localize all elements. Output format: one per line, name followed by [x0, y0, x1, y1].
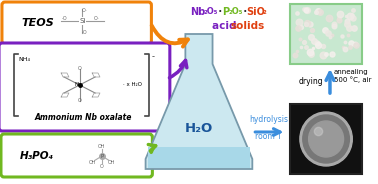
Text: OH: OH	[98, 144, 106, 148]
Text: TEOS: TEOS	[21, 18, 54, 28]
Circle shape	[300, 112, 352, 166]
Text: annealing
500 °C, air: annealing 500 °C, air	[334, 69, 371, 83]
Text: OH: OH	[88, 160, 96, 164]
Text: ₂O₅: ₂O₅	[228, 8, 242, 17]
FancyBboxPatch shape	[290, 4, 362, 64]
Text: OH: OH	[108, 160, 115, 164]
Circle shape	[303, 115, 349, 163]
Text: SiO: SiO	[246, 7, 265, 17]
Text: P: P	[100, 153, 104, 158]
Text: solids: solids	[230, 21, 264, 31]
Text: drying: drying	[299, 77, 323, 86]
Text: ₂O₅: ₂O₅	[204, 8, 218, 17]
Text: O: O	[100, 164, 104, 169]
Text: ·: ·	[215, 7, 226, 17]
FancyBboxPatch shape	[0, 43, 170, 131]
Polygon shape	[147, 147, 250, 168]
Text: P: P	[222, 7, 229, 17]
Text: ·: ·	[240, 7, 250, 17]
Text: -O: -O	[82, 31, 87, 36]
FancyBboxPatch shape	[1, 134, 152, 177]
Polygon shape	[146, 34, 253, 169]
Text: O: O	[78, 66, 81, 72]
Text: ₂: ₂	[262, 8, 266, 17]
Text: -: -	[152, 52, 154, 61]
Circle shape	[308, 121, 344, 157]
Text: Ammonium Nb oxalate: Ammonium Nb oxalate	[35, 113, 132, 122]
Text: NH₄: NH₄	[19, 57, 31, 62]
Text: Nb: Nb	[190, 7, 206, 17]
Text: acid: acid	[212, 21, 240, 31]
Text: O: O	[78, 98, 81, 103]
Text: O-: O-	[93, 17, 99, 22]
Text: O-: O-	[82, 8, 87, 13]
Text: H₂O: H₂O	[185, 123, 213, 135]
Text: Nb: Nb	[75, 82, 82, 88]
Text: Si: Si	[79, 18, 86, 24]
FancyBboxPatch shape	[2, 2, 152, 44]
Text: H₃PO₄: H₃PO₄	[19, 151, 54, 161]
FancyBboxPatch shape	[290, 104, 362, 174]
Text: -O: -O	[62, 17, 68, 22]
Text: room T: room T	[256, 132, 282, 141]
Text: · x H₂O: · x H₂O	[123, 82, 142, 86]
Text: hydrolysis: hydrolysis	[249, 115, 288, 124]
